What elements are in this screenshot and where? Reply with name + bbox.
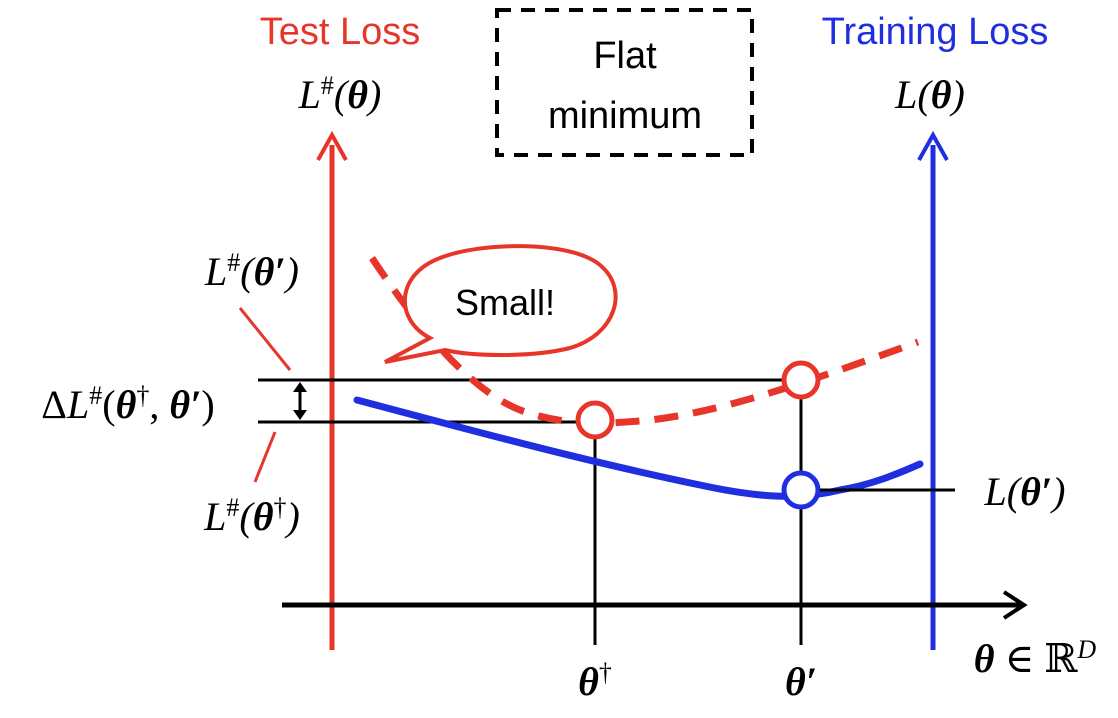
test-loss-title: Test Loss (260, 11, 421, 53)
leader-line-theta-prime-test (238, 307, 292, 371)
flat-minimum-box (495, 8, 754, 157)
test-point-theta-prime (781, 360, 821, 400)
training-loss-curve (353, 396, 924, 500)
tick-theta-prime: θ′ (785, 659, 817, 704)
tick-theta-dagger: θ† (578, 658, 612, 705)
training-loss-title: Training Loss (822, 11, 1049, 53)
test-point-theta-dagger (575, 400, 615, 440)
theta-space-label: θ ∈ ℝD (974, 635, 1097, 682)
delta-arrow-head-top (293, 382, 307, 392)
training-loss-axis-arrowhead (917, 130, 949, 161)
label-l-theta-prime: L(θ′) (984, 469, 1066, 514)
test-loss-symbol: L#(θ) (298, 71, 382, 118)
label-l-sharp-theta-dagger: L#(θ†) (203, 493, 300, 540)
delta-arrow-head-bottom (293, 410, 307, 420)
label-l-sharp-theta-prime: L#(θ′) (204, 248, 299, 295)
theta-axis-arrowhead (1002, 590, 1028, 620)
speech-bubble-text: Small! (455, 282, 555, 323)
train-point-theta-prime (781, 470, 821, 510)
flat-minimum-line2: minimum (548, 95, 702, 137)
leader-line-theta-dagger-test (253, 431, 277, 483)
training-loss-symbol: L(θ) (894, 72, 965, 117)
label-delta-l-sharp: ΔL#(θ†, θ′) (41, 381, 214, 428)
flat-minimum-line1: Flat (593, 35, 657, 77)
test-loss-axis-arrowhead (316, 130, 348, 161)
speech-bubble (384, 244, 618, 364)
